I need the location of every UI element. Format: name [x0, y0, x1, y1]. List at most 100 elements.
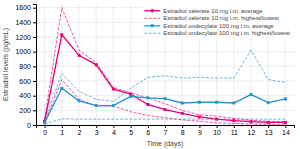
tick-mark — [165, 125, 166, 128]
marker — [112, 88, 115, 91]
marker — [95, 63, 98, 66]
tick-mark — [33, 37, 36, 38]
marker — [95, 104, 98, 107]
grid-line — [79, 4, 80, 125]
tick: 10 — [213, 125, 221, 136]
series-line — [45, 50, 286, 120]
tick: 1 — [60, 125, 64, 136]
tick: 13 — [265, 125, 273, 136]
series-line — [45, 8, 286, 122]
tick-label: 3 — [95, 129, 99, 136]
marker — [250, 93, 253, 96]
tick: 6 — [146, 125, 150, 136]
tick: 1600 — [15, 4, 36, 11]
tick: 3 — [95, 125, 99, 136]
tick-mark — [199, 125, 200, 128]
legend-item: Estradiol undecylate 100 mg i.m. highest… — [144, 30, 290, 36]
tick: 2 — [78, 125, 82, 136]
marker — [232, 102, 235, 105]
marker — [181, 112, 184, 115]
tick: 0 — [27, 122, 36, 129]
tick-label: 200 — [19, 107, 31, 114]
tick-label: 9 — [198, 129, 202, 136]
tick-mark — [62, 125, 63, 128]
legend-item: Estradiol valerate 10 mg i.m. highest/lo… — [144, 15, 279, 21]
marker — [129, 95, 132, 98]
tick: 14 — [282, 125, 290, 136]
tick: 5 — [129, 125, 133, 136]
y-axis: 0 200 400 600 800 1000 1200 1400 1600 — [15, 4, 36, 128]
tick-label: 1 — [60, 129, 64, 136]
tick-mark — [148, 125, 149, 128]
tick-mark — [251, 125, 252, 128]
chart: 0123456789101112131402004006008001000120… — [0, 0, 300, 149]
grid-line — [113, 4, 114, 125]
tick-mark — [33, 110, 36, 111]
tick-mark — [96, 125, 97, 128]
marker — [60, 87, 63, 90]
y-axis-title: Estradiol levels (pg/mL) — [2, 28, 10, 101]
marker — [267, 121, 270, 124]
legend-label: Estradiol undecylate 100 mg i.m. highest… — [163, 30, 290, 36]
tick-mark — [33, 66, 36, 67]
tick: 7 — [164, 125, 168, 136]
tick-mark — [217, 125, 218, 128]
legend-marker — [151, 9, 154, 12]
tick-mark — [268, 125, 269, 128]
axis-line — [37, 126, 295, 129]
series-line — [45, 80, 286, 125]
tick-mark — [234, 125, 235, 128]
legend-marker — [151, 24, 154, 27]
tick-label: 6 — [146, 129, 150, 136]
tick-label: 800 — [19, 63, 31, 70]
tick-label: 400 — [19, 92, 31, 99]
tick: 800 — [19, 63, 36, 70]
grid-line — [61, 4, 62, 125]
tick: 9 — [198, 125, 202, 136]
marker — [284, 121, 287, 124]
tick-mark — [33, 81, 36, 82]
marker — [112, 104, 115, 107]
tick: 1400 — [15, 19, 36, 26]
tick: 12 — [248, 125, 256, 136]
tick: 600 — [19, 78, 36, 85]
axis-line — [33, 5, 37, 126]
tick-label: 14 — [282, 129, 290, 136]
grid-line — [96, 4, 97, 125]
marker — [43, 121, 46, 124]
legend: Estradiol valerate 10 mg i.m. averageEst… — [142, 5, 292, 39]
legend-label: Estradiol undecylate 100 mg i.m. average — [163, 23, 274, 29]
tick-label: 1200 — [15, 34, 31, 41]
tick-mark — [33, 125, 36, 126]
tick-label: 7 — [164, 129, 168, 136]
tick-label: 13 — [265, 129, 273, 136]
tick: 4 — [112, 125, 116, 136]
marker — [181, 102, 184, 105]
tick: 0 — [43, 125, 47, 136]
tick-label: 0 — [27, 122, 31, 129]
legend-item: Estradiol valerate 10 mg i.m. average — [144, 8, 263, 14]
series-line — [45, 88, 286, 122]
grid-line — [130, 4, 131, 125]
tick-label: 12 — [248, 129, 256, 136]
tick-mark — [33, 22, 36, 23]
tick-label: 1000 — [15, 48, 31, 55]
series-line — [45, 35, 286, 123]
grid-line — [44, 4, 45, 125]
tick-mark — [113, 125, 114, 128]
legend-swatch — [144, 33, 160, 34]
tick-label: 11 — [231, 129, 238, 136]
tick-label: 1600 — [15, 4, 31, 11]
tick-label: 0 — [43, 129, 47, 136]
tick: 1200 — [15, 34, 36, 41]
legend-label: Estradiol valerate 10 mg i.m. average — [163, 8, 263, 14]
marker — [60, 33, 63, 36]
grid — [36, 4, 294, 125]
x-axis-title: Time (days) — [147, 140, 184, 148]
legend-item: Estradiol undecylate 100 mg i.m. average — [144, 23, 274, 29]
tick-label: 1400 — [15, 19, 31, 26]
legend-swatch — [144, 25, 160, 26]
marker — [164, 97, 167, 100]
marker — [198, 101, 201, 104]
tick-label: 5 — [129, 129, 133, 136]
